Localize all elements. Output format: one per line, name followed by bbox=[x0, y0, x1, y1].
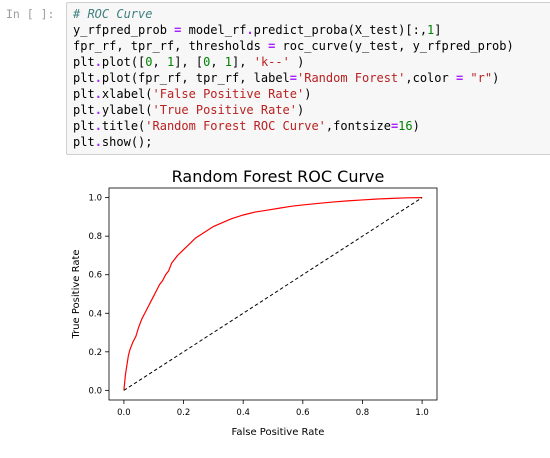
code-line: plt.ylabel('True Positive Rate') bbox=[73, 102, 550, 118]
code-token: . bbox=[94, 55, 102, 69]
code-token: 16 bbox=[398, 119, 413, 133]
code-token: . bbox=[246, 23, 254, 37]
series-lines bbox=[123, 197, 423, 391]
code-token: plot(fpr_rf, tpr_rf, label bbox=[101, 71, 290, 85]
roc-chart: Random Forest ROC Curve 0.0 0.2 0.4 0.6 0.8 1… bbox=[71, 167, 438, 438]
code-token: ,color bbox=[405, 71, 456, 85]
code-token: ) bbox=[492, 71, 500, 85]
code-editor[interactable]: # ROC Curve y_rfpred_prob = model_rf.pred… bbox=[66, 2, 550, 155]
cell-output: Random Forest ROC Curve 0.0 0.2 0.4 0.6 0.8 1… bbox=[66, 160, 550, 454]
code-line: plt.show(); bbox=[73, 134, 550, 150]
y-axis-label: True Positive Rate bbox=[71, 249, 82, 339]
code-token: 'Random Forest' bbox=[297, 71, 406, 85]
code-token: 1 bbox=[224, 55, 233, 69]
code-token: show(); bbox=[101, 135, 153, 149]
code-token: model_rf bbox=[181, 23, 247, 37]
code-token: plot([ bbox=[101, 55, 146, 69]
diagonal-reference-line bbox=[123, 197, 423, 391]
y-tick-label: 1.0 bbox=[88, 194, 102, 204]
code-line: plt.plot([0, 1], [0, 1], 'k--' ) bbox=[73, 54, 550, 70]
code-token: ) bbox=[304, 87, 312, 101]
code-line: fpr_rf, tpr_rf, thresholds = roc_curve(y… bbox=[73, 38, 550, 54]
code-token: ] bbox=[434, 23, 442, 37]
code-token: "r" bbox=[470, 71, 493, 85]
x-tick-label: 0.6 bbox=[296, 408, 310, 418]
code-token: , bbox=[152, 55, 167, 69]
code-token: = bbox=[268, 39, 276, 53]
code-text[interactable]: # ROC Curve y_rfpred_prob = model_rf.pred… bbox=[67, 3, 550, 150]
code-line: # ROC Curve bbox=[73, 6, 550, 22]
code-token: = bbox=[455, 71, 464, 85]
roc-curve-line bbox=[123, 197, 423, 391]
code-token: . bbox=[94, 103, 102, 117]
y-tick-label: 0.2 bbox=[88, 348, 102, 358]
code-token: 0 bbox=[145, 55, 153, 69]
code-token: = bbox=[174, 23, 182, 37]
code-token: 'False Positive Rate' bbox=[152, 87, 305, 101]
y-tick-label: 0.8 bbox=[88, 232, 102, 242]
code-token: . bbox=[94, 119, 102, 133]
x-tick-label: 1.0 bbox=[415, 408, 429, 418]
code-token: xlabel( bbox=[101, 87, 153, 101]
chart-title: Random Forest ROC Curve bbox=[172, 167, 385, 186]
code-token: 1 bbox=[427, 23, 435, 37]
code-token: ], [ bbox=[174, 55, 204, 69]
code-token: , bbox=[210, 55, 225, 69]
code-token: 1 bbox=[166, 55, 175, 69]
x-axis-ticks: 0.0 0.2 0.4 0.6 0.8 1.0 bbox=[117, 400, 429, 418]
code-token: roc_curve(y_test, y_rfpred_prob) bbox=[275, 39, 514, 53]
code-token: 'k--' bbox=[253, 55, 290, 69]
code-token: y_rfpred_prob bbox=[73, 23, 175, 37]
code-token: ) bbox=[297, 103, 305, 117]
x-tick-label: 0.8 bbox=[356, 408, 370, 418]
code-token: . bbox=[94, 87, 102, 101]
code-token: 'True Positive Rate' bbox=[152, 103, 298, 117]
y-tick-label: 0.6 bbox=[88, 271, 102, 281]
code-token: ], bbox=[232, 55, 254, 69]
code-token: plt bbox=[73, 119, 95, 133]
code-token: ) bbox=[412, 119, 420, 133]
code-token: ylabel( bbox=[101, 103, 153, 117]
code-token: plt bbox=[73, 71, 95, 85]
y-tick-label: 0.4 bbox=[88, 309, 102, 319]
code-token: ,fontsize bbox=[325, 119, 391, 133]
code-line: y_rfpred_prob = model_rf.predict_proba(X… bbox=[73, 22, 550, 38]
code-token: = bbox=[289, 71, 297, 85]
x-tick-label: 0.2 bbox=[177, 408, 191, 418]
code-token: . bbox=[94, 71, 102, 85]
code-line: plt.plot(fpr_rf, tpr_rf, label='Random F… bbox=[73, 70, 550, 86]
code-token: # ROC Curve bbox=[73, 7, 153, 21]
code-token: plt bbox=[73, 55, 95, 69]
cell-prompt: In [ ]: bbox=[6, 7, 55, 21]
y-axis-ticks: 0.0 0.2 0.4 0.6 0.8 1.0 bbox=[88, 194, 109, 396]
code-token: plt bbox=[73, 87, 95, 101]
code-token: . bbox=[94, 135, 102, 149]
code-token: ) bbox=[289, 55, 305, 69]
code-cell[interactable]: In [ ]: # ROC Curve y_rfpred_prob = model… bbox=[0, 0, 550, 160]
code-line: plt.title('Random Forest ROC Curve',font… bbox=[73, 118, 550, 134]
code-line: plt.xlabel('False Positive Rate') bbox=[73, 86, 550, 102]
x-tick-label: 0.4 bbox=[236, 408, 250, 418]
code-token: fpr_rf, tpr_rf, thresholds bbox=[73, 39, 269, 53]
code-token: = bbox=[390, 119, 399, 133]
code-token: 0 bbox=[203, 55, 211, 69]
code-token: predict_proba(X_test)[:, bbox=[253, 23, 428, 37]
x-axis-label: False Positive Rate bbox=[232, 427, 325, 438]
code-token: title( bbox=[101, 119, 146, 133]
code-token: 'Random Forest ROC Curve' bbox=[145, 119, 326, 133]
code-token: plt bbox=[73, 135, 95, 149]
x-tick-label: 0.0 bbox=[117, 408, 131, 418]
y-tick-label: 0.0 bbox=[88, 386, 102, 396]
code-token: plt bbox=[73, 103, 95, 117]
